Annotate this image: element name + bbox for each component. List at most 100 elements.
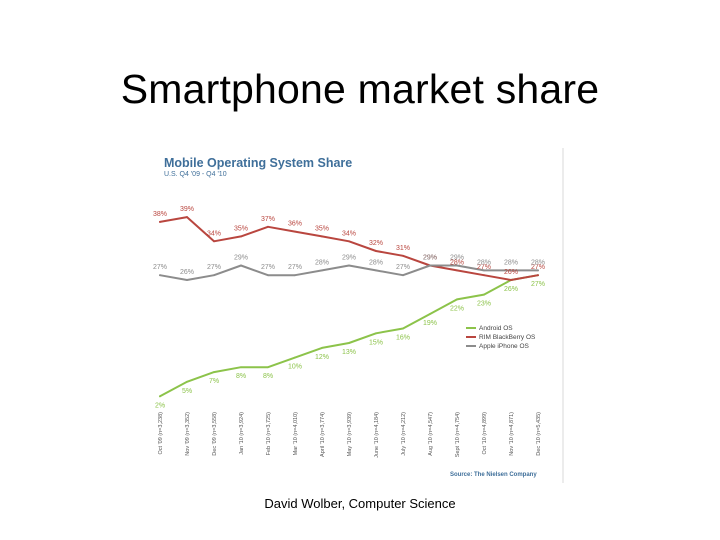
data-label-iphone: 28% [477,259,491,266]
legend: Android OS RIM BlackBerry OS Apple iPhone … [466,325,536,350]
data-label-iphone: 29% [423,255,437,262]
data-label-layer: 2% 5% 7% 8% 8% 10% 12% 13% 15% 16% 19% 22% 23% 26% 27%… [153,206,545,409]
data-point-iphone [159,274,161,277]
data-label-blackberry: 26% [504,269,518,276]
data-point-iphone [348,264,350,267]
data-point-android [321,346,323,349]
os-share-line-chart: Mobile Operating System Share U.S. Q4 '0… [150,148,566,483]
x-tick-label: Oct '10 (n=4,899) [482,412,488,455]
data-point-android [240,366,242,369]
data-point-blackberry [159,221,161,223]
data-label-iphone: 27% [396,264,410,271]
data-point-blackberry [294,230,296,233]
data-label-blackberry: 27% [477,264,491,271]
slide-footer: David Wolber, Computer Science [264,496,456,511]
chart-image: Mobile Operating System Share U.S. Q4 '0… [150,148,566,483]
x-tick-layer: Oct '09 (n=3,238) Nov '09 (n=3,352) Dec '0… [158,412,542,458]
data-point-iphone [294,274,296,277]
data-label-blackberry: 28% [450,259,464,266]
legend-label-iphone: Apple iPhone OS [479,343,530,350]
data-label-iphone: 27% [261,264,275,271]
data-label-android: 13% [342,349,356,356]
x-tick-label: Dec '10 (n=5,435) [536,412,542,456]
x-tick-label: April '10 (n=3,774) [320,412,326,457]
chart-background [150,148,566,483]
x-tick-label: Aug '10 (n=4,547) [428,412,434,456]
data-label-android: 27% [531,281,545,288]
series-layer [159,216,539,398]
data-point-blackberry [213,240,215,243]
data-label-blackberry: 38% [153,211,167,218]
data-label-iphone: 29% [342,255,356,262]
data-point-iphone [402,274,404,277]
data-point-blackberry [321,235,323,238]
data-point-android [483,293,485,296]
data-label-android: 15% [369,339,383,346]
data-point-android [294,356,296,359]
legend-label-android: Android OS [479,325,513,332]
data-point-blackberry [456,269,458,272]
x-tick-label: Jan '10 (n=3,924) [239,412,245,455]
data-label-android: 12% [315,354,329,361]
data-point-blackberry [240,235,242,238]
data-point-blackberry [267,225,269,228]
data-label-blackberry: 35% [315,225,329,232]
data-label-iphone: 28% [504,259,518,266]
data-point-android [402,327,404,330]
data-label-blackberry: 39% [180,206,194,213]
data-point-iphone [240,264,242,267]
data-point-iphone [537,269,539,272]
x-tick-label: Dec '09 (n=3,558) [212,412,218,456]
data-label-blackberry: 34% [207,230,221,237]
x-tick-label: Nov '10 (n=4,871) [509,412,515,456]
data-point-android [348,342,350,344]
data-label-blackberry: 35% [234,225,248,232]
data-label-iphone: 26% [180,269,194,276]
data-label-android: 2% [155,402,165,409]
data-label-iphone: 27% [207,264,221,271]
data-label-android: 7% [209,378,219,385]
data-point-iphone [321,269,323,272]
data-label-android: 5% [182,388,192,395]
legend-label-blackberry: RIM BlackBerry OS [479,334,536,341]
x-tick-label: Feb '10 (n=3,725) [266,412,272,456]
data-label-iphone: 27% [288,264,302,271]
data-label-android: 16% [396,334,410,341]
data-label-blackberry: 29% [423,255,437,262]
slide-title: Smartphone market share [120,66,600,112]
chart-source: Source: The Nielsen Company [450,472,537,478]
data-point-blackberry [537,274,539,277]
data-label-android: 26% [504,286,518,293]
data-point-android [186,380,188,383]
chart-subtitle: U.S. Q4 '09 - Q4 '10 [164,171,227,178]
data-point-blackberry [510,279,512,281]
data-label-android: 8% [263,373,273,380]
x-tick-label: Mar '10 (n=4,010) [293,412,299,456]
x-tick-label: June '10 (n=4,184) [374,412,380,458]
x-tick-label: Sept '10 (n=4,754) [455,412,461,457]
data-point-blackberry [483,274,485,277]
data-point-blackberry [375,250,377,252]
data-point-android [456,298,458,301]
data-point-android [213,371,215,373]
data-point-iphone [186,279,188,281]
data-point-iphone [375,269,377,272]
data-label-blackberry: 27% [531,264,545,271]
data-label-android: 23% [477,301,491,308]
data-point-iphone [510,269,512,272]
data-point-blackberry [402,254,404,257]
data-label-iphone: 28% [369,259,383,266]
data-label-iphone: 27% [153,264,167,271]
data-point-blackberry [186,216,188,218]
x-tick-label: July '10 (n=4,212) [401,412,407,456]
data-label-iphone: 28% [315,259,329,266]
x-tick-label: Nov '09 (n=3,352) [185,412,191,456]
data-label-iphone: 29% [234,255,248,262]
data-point-iphone [483,269,485,272]
x-tick-label: Oct '09 (n=3,238) [158,412,164,455]
data-point-android [159,395,161,398]
data-label-iphone: 29% [450,255,464,262]
data-label-iphone: 28% [531,259,545,266]
data-label-android: 22% [450,305,464,312]
data-label-android: 19% [423,320,437,327]
